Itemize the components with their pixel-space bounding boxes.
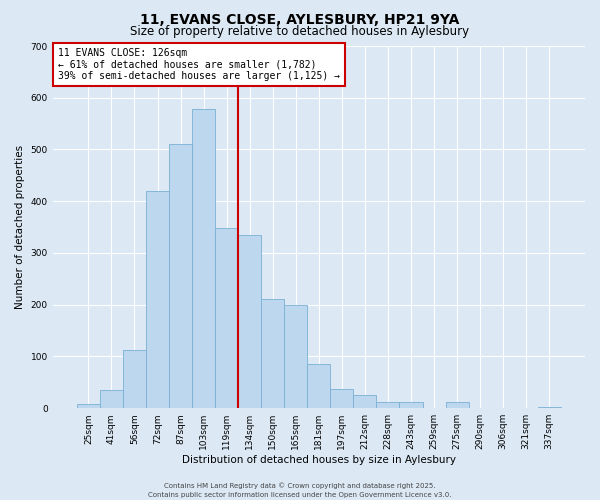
Bar [169, 144, 192, 408]
Bar [538, 407, 561, 408]
Text: 11, EVANS CLOSE, AYLESBURY, HP21 9YA: 11, EVANS CLOSE, AYLESBURY, HP21 9YA [140, 12, 460, 26]
Text: 11 EVANS CLOSE: 126sqm
← 61% of detached houses are smaller (1,782)
39% of semi-: 11 EVANS CLOSE: 126sqm ← 61% of detached… [58, 48, 340, 81]
Bar [192, 109, 215, 408]
Bar [261, 299, 284, 408]
Bar [400, 402, 422, 408]
Bar [331, 389, 353, 408]
Y-axis label: Number of detached properties: Number of detached properties [15, 145, 25, 309]
Bar [353, 396, 376, 408]
Bar [77, 404, 100, 408]
Bar [238, 235, 261, 408]
Bar [307, 364, 331, 408]
Text: Size of property relative to detached houses in Aylesbury: Size of property relative to detached ho… [130, 25, 470, 38]
Bar [146, 191, 169, 408]
Text: Contains public sector information licensed under the Open Government Licence v3: Contains public sector information licen… [148, 492, 452, 498]
Bar [446, 402, 469, 408]
Bar [215, 228, 238, 408]
Bar [100, 390, 123, 408]
X-axis label: Distribution of detached houses by size in Aylesbury: Distribution of detached houses by size … [182, 455, 456, 465]
Bar [123, 350, 146, 408]
Bar [284, 304, 307, 408]
Bar [376, 402, 400, 408]
Text: Contains HM Land Registry data © Crown copyright and database right 2025.: Contains HM Land Registry data © Crown c… [164, 482, 436, 489]
